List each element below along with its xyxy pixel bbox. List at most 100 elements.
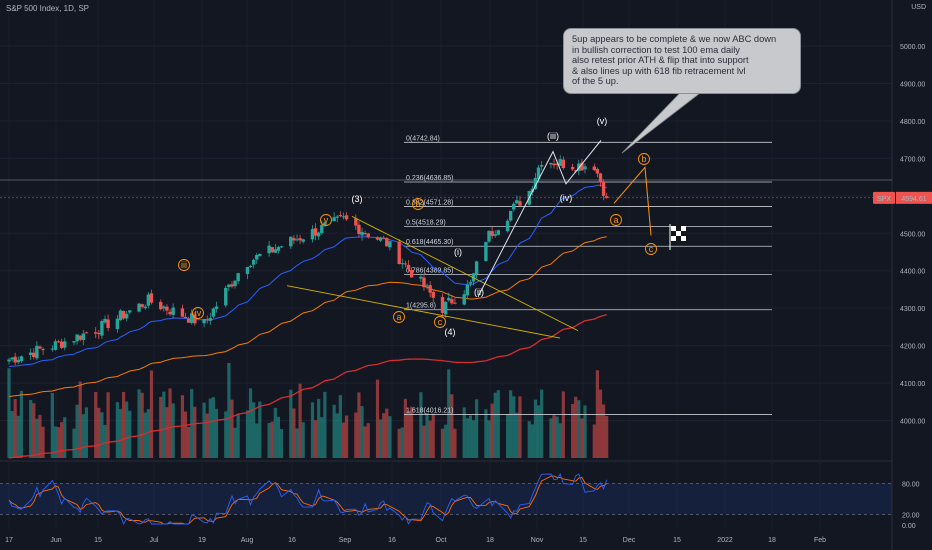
flag-cell	[681, 236, 686, 241]
x-tick-label: Aug	[241, 537, 254, 544]
candle-body	[115, 318, 120, 330]
candle-body	[332, 217, 336, 222]
candle-body	[121, 310, 126, 319]
volume-bar	[574, 396, 578, 458]
candle-body	[406, 264, 411, 270]
volume-bar	[320, 417, 324, 458]
candle-body	[375, 237, 380, 240]
candle-body	[32, 352, 36, 358]
candle-body	[512, 203, 516, 210]
candle-body	[366, 233, 370, 237]
fib-level-label: 0.786(4389.85)	[406, 268, 453, 275]
checkered-flag-icon	[671, 226, 686, 241]
axes: 5000.004900.004800.004700.004600.004500.…	[5, 44, 932, 544]
candle-body	[183, 316, 188, 319]
candle-body	[28, 352, 33, 356]
volume-bar	[94, 391, 98, 458]
wave-label-circle	[320, 214, 332, 226]
candle-body	[505, 220, 510, 232]
ema-fast-line	[8, 184, 607, 368]
candle-body	[35, 345, 39, 359]
volume-bar	[388, 416, 392, 458]
volume-bar	[487, 420, 491, 458]
volume-bar	[63, 417, 67, 458]
candle-body	[255, 255, 259, 260]
flag-cell	[676, 226, 681, 231]
wave-label: (3)	[352, 194, 363, 204]
candle-body	[103, 318, 107, 323]
volume-bar	[187, 426, 191, 458]
candle-body	[583, 166, 587, 170]
volume-bar	[301, 422, 305, 458]
ema-lines	[8, 184, 607, 459]
volume-bar	[146, 409, 150, 458]
volume-bar	[252, 402, 256, 458]
candle-body	[211, 308, 216, 317]
candle-body	[292, 238, 296, 241]
volume-bar	[50, 392, 54, 458]
candle-body	[604, 196, 609, 198]
volume-bar	[592, 424, 596, 458]
candle-body	[323, 222, 327, 226]
candle-body	[558, 159, 562, 166]
x-tick-label: 18	[486, 537, 494, 544]
candle-body	[378, 237, 383, 241]
candle-body	[409, 270, 414, 278]
candle-body	[186, 318, 191, 323]
volume-bar	[276, 416, 281, 458]
wave-label: (iv)	[560, 193, 573, 203]
candle-body	[561, 159, 566, 169]
volume-bar	[422, 425, 426, 458]
candle-body	[236, 273, 240, 282]
osc-tick-label: 20.00	[902, 513, 920, 520]
candle-body	[168, 311, 172, 315]
volume-bar	[354, 412, 358, 458]
volume-bar	[601, 404, 606, 458]
candle-body	[360, 231, 364, 236]
candle-body	[598, 173, 603, 183]
volume-bar	[447, 369, 451, 458]
x-tick-label: Dec	[623, 537, 636, 544]
price-badge-text: 4594.61	[901, 196, 926, 203]
osc-tick-label: 0.00	[902, 523, 916, 530]
annotation-callout[interactable]: 5up appears to be complete & we now ABC …	[563, 28, 801, 94]
volume-bar	[32, 403, 36, 458]
volume-bar	[29, 399, 33, 458]
candle-body	[273, 249, 278, 253]
volume-bar	[555, 416, 559, 458]
candle-body	[474, 261, 479, 275]
x-tick-label: Jun	[50, 537, 61, 544]
candle-body	[180, 308, 185, 317]
volume-bar	[440, 428, 445, 458]
y-tick-label: 4800.00	[900, 119, 925, 126]
volume-bar	[128, 410, 132, 458]
candle-body	[403, 263, 408, 265]
volume-bar	[533, 399, 538, 458]
candle-body	[295, 239, 299, 241]
flag-cell	[671, 236, 676, 241]
volume-bar	[397, 428, 401, 458]
volume-bar	[385, 408, 389, 458]
volume-bar	[214, 408, 219, 458]
wave-drawings: (3) (4) (i) (ii) (iii) (iv) (v) iii iv v b a c a b c	[178, 92, 702, 339]
volume-bar	[509, 390, 513, 458]
y-tick-label: 4400.00	[900, 269, 925, 276]
x-tick-label: Nov	[531, 537, 544, 544]
volume-bar	[78, 381, 82, 458]
wave-label-circle	[178, 259, 190, 271]
candle-body	[19, 356, 24, 362]
candle-body	[341, 216, 346, 218]
volume-bar	[366, 423, 370, 458]
volume-bar	[493, 392, 497, 458]
candle-body	[428, 285, 432, 293]
volume-bar	[125, 401, 129, 458]
volume-bar	[270, 421, 274, 458]
volume-bar	[13, 398, 17, 458]
candle-body	[298, 238, 302, 241]
candle-body	[555, 163, 559, 165]
candle-body	[230, 284, 234, 287]
wave-label: (iii)	[547, 131, 559, 141]
volume-bar	[168, 388, 172, 458]
volume-bar	[379, 419, 383, 458]
volume-bar	[468, 415, 473, 458]
